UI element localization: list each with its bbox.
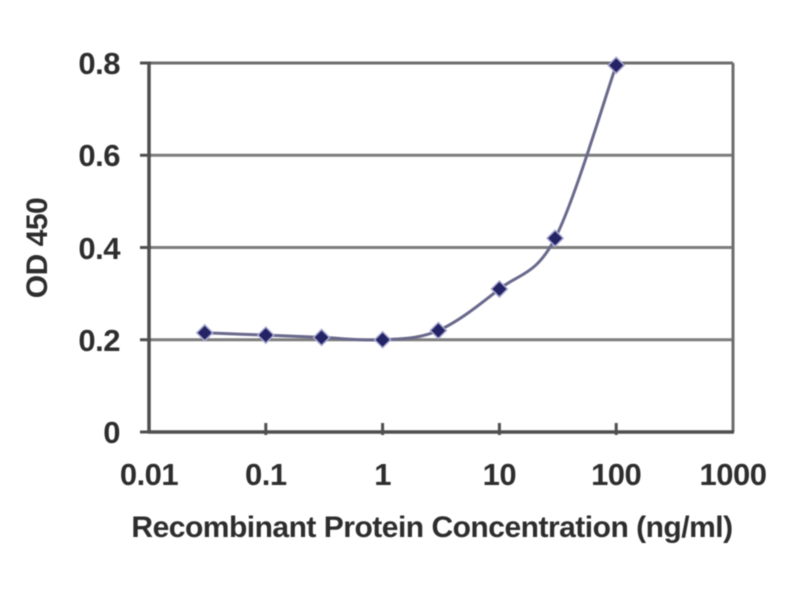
- y-tick-label: 0.4: [78, 230, 120, 266]
- x-tick-label: 1: [374, 457, 391, 492]
- x-tick-label: 10: [482, 457, 517, 492]
- data-point-marker: [195, 323, 214, 342]
- data-point-marker: [546, 229, 565, 248]
- y-tick-label: 0.6: [78, 138, 120, 174]
- data-point-marker: [490, 279, 509, 299]
- series-line: [203, 63, 618, 342]
- y-tick-label: 0: [103, 415, 120, 450]
- y-tick-label: 0.8: [78, 46, 120, 81]
- data-point-marker: [312, 328, 331, 347]
- x-tick-label: 1000: [699, 457, 767, 492]
- x-tick-label: 0.1: [244, 457, 287, 492]
- y-tick-label: 0.2: [78, 322, 120, 358]
- x-tick-label: 0.01: [119, 457, 179, 492]
- data-point-marker: [429, 321, 448, 340]
- data-point-marker: [256, 326, 275, 345]
- x-axis-title: Recombinant Protein Concentration (ng/ml…: [131, 511, 733, 544]
- x-tick-label: 100: [591, 457, 642, 492]
- data-point-marker: [373, 330, 392, 349]
- data-point-marker: [607, 56, 626, 75]
